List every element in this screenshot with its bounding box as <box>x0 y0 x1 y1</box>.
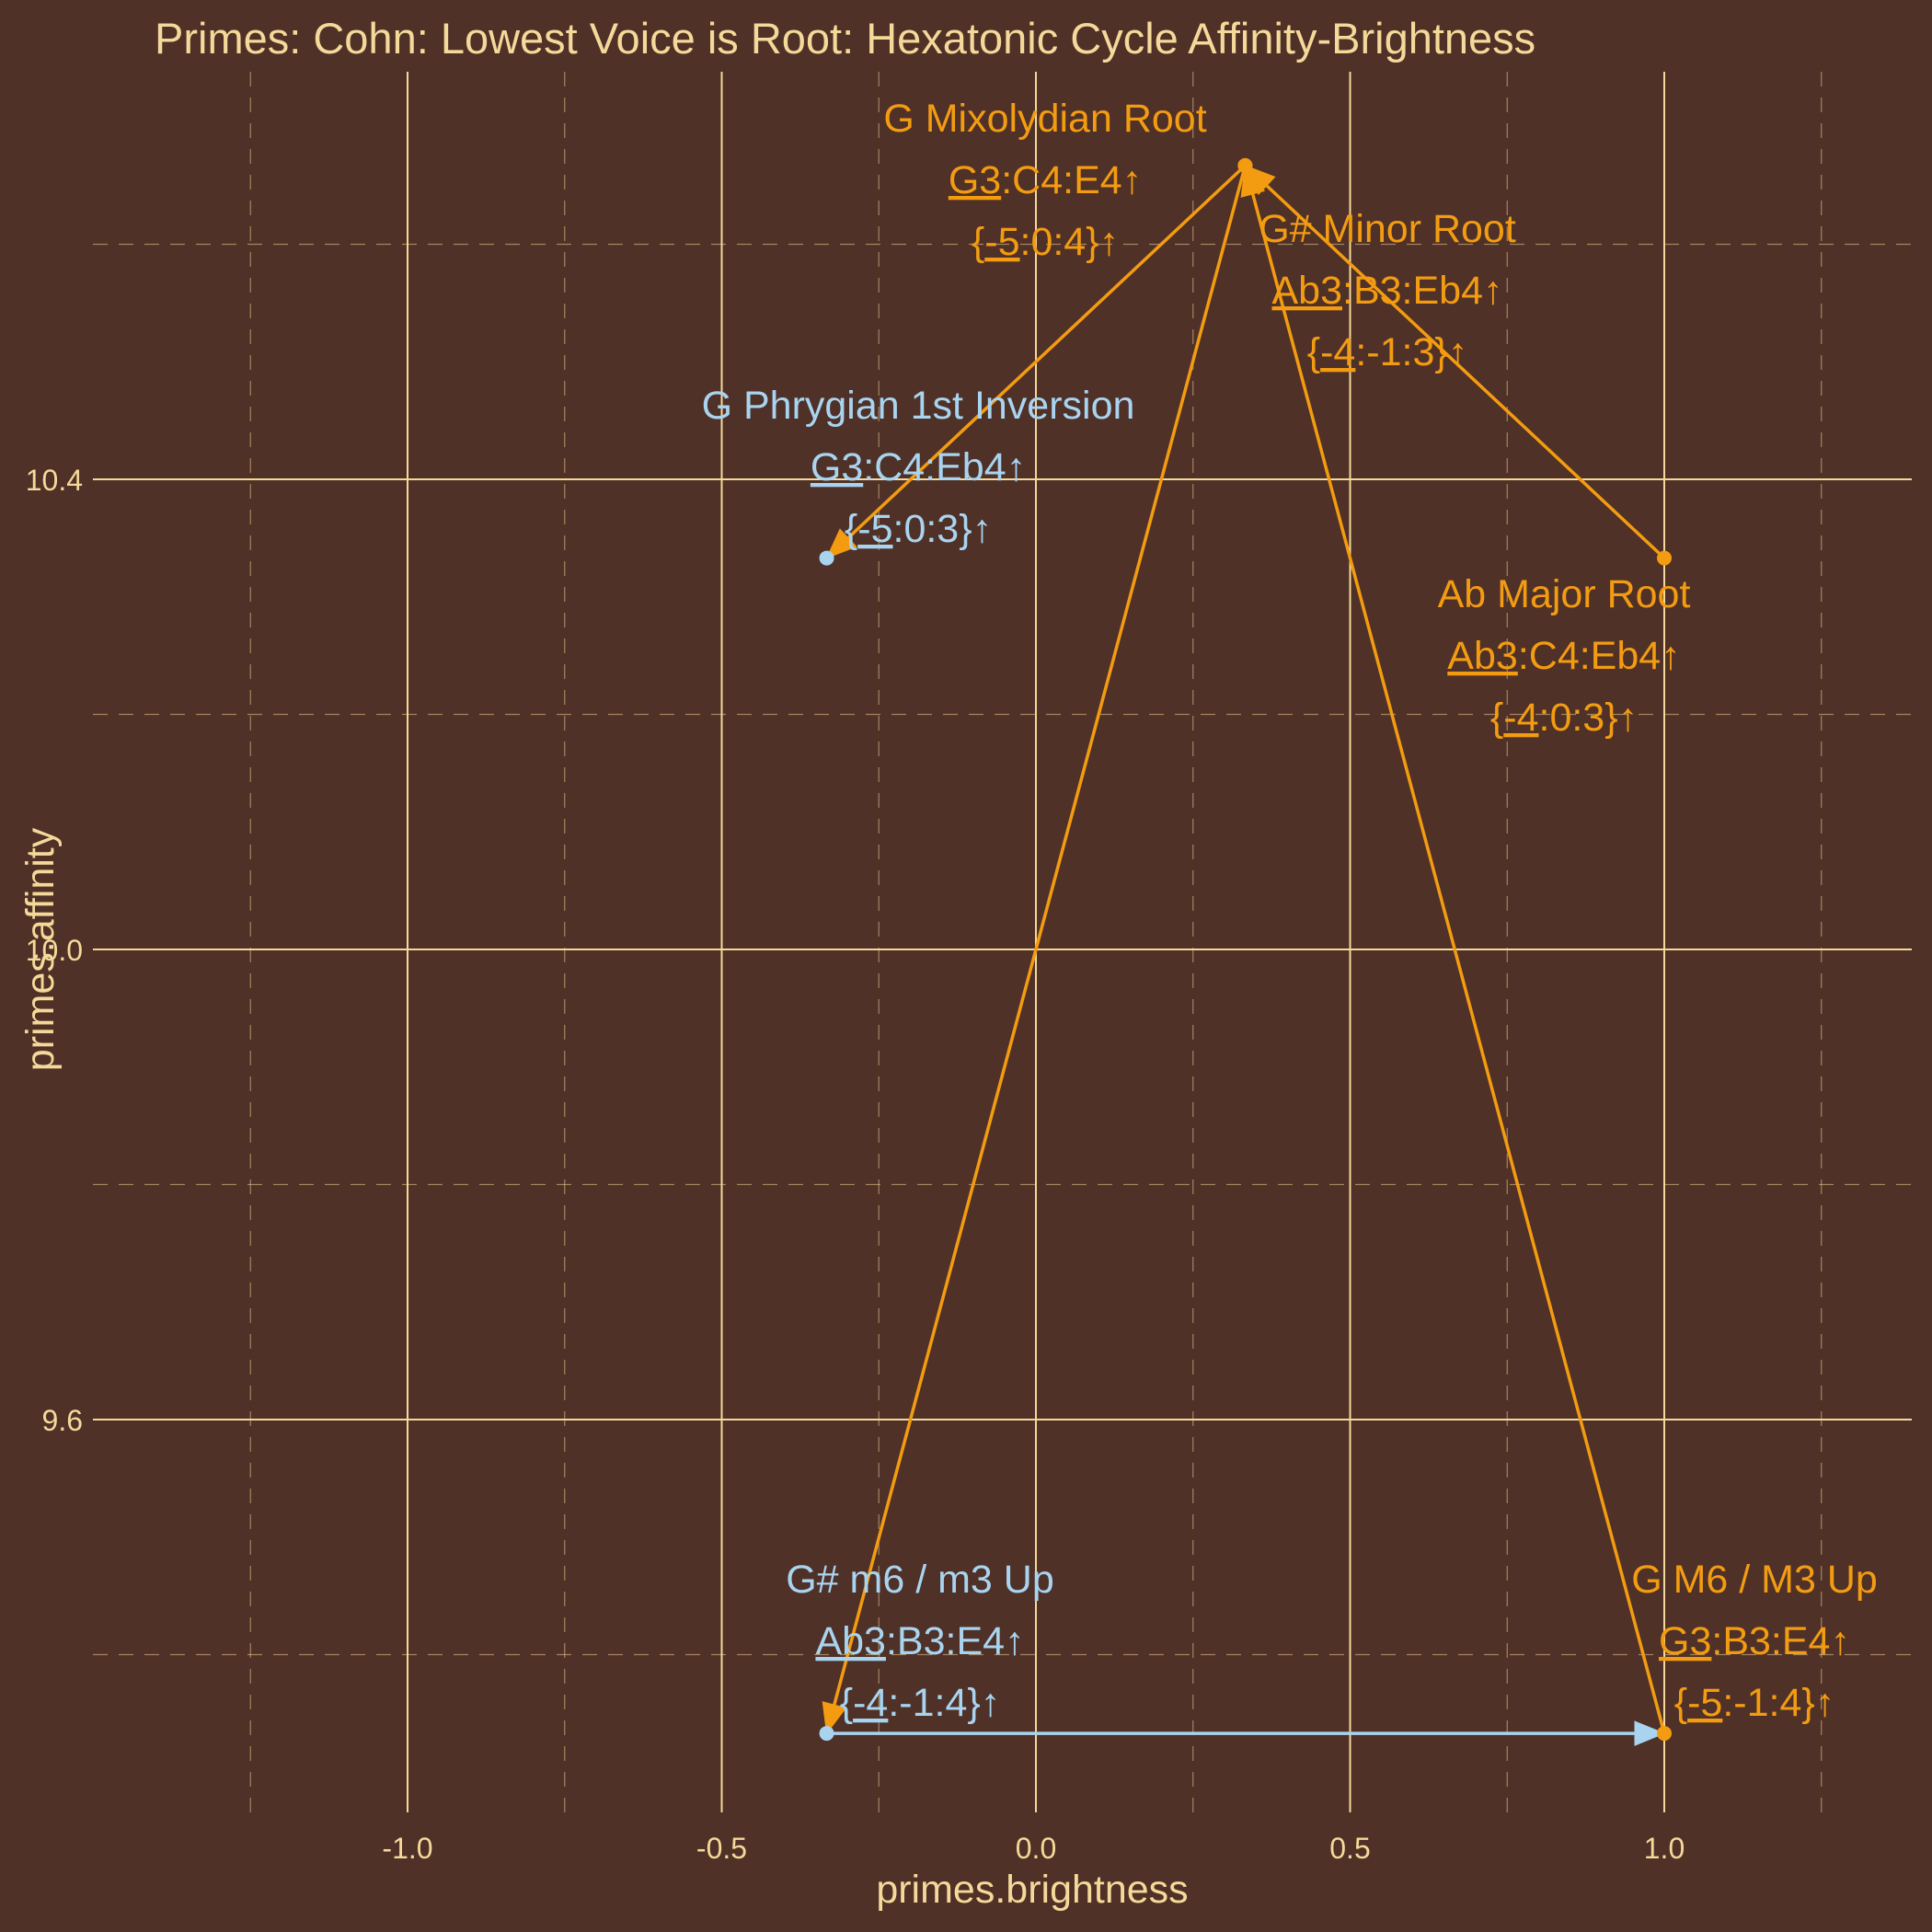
data-point-gsharp-m6-m3-up <box>819 1726 834 1742</box>
label-part: :-1:4}↑ <box>888 1681 1000 1725</box>
label-part: :B3:Eb4↑ <box>1342 269 1503 313</box>
underlined-root: Ab3 <box>815 1619 886 1663</box>
label-part: :C4:Eb4↑ <box>863 445 1026 489</box>
chart-title: Primes: Cohn: Lowest Voice is Root: Hexa… <box>155 14 1535 63</box>
point-label-line: {-4:-1:3}↑ <box>1307 330 1468 374</box>
point-label-line: Ab3:C4:Eb4↑ <box>1447 634 1680 678</box>
data-point-g-M6-M3-up <box>1657 1726 1672 1742</box>
edge-arrowhead <box>822 1701 847 1735</box>
label-part: :-1:4}↑ <box>1722 1681 1834 1725</box>
point-label-line: Ab3:B3:E4↑ <box>815 1619 1024 1663</box>
point-label-line: {-5:0:4}↑ <box>972 220 1119 264</box>
data-point-ab-major-root <box>1657 550 1672 566</box>
tick-labels: -1.0 -0.5 0.0 0.5 1.0 9.6 10.0 10.4 <box>26 464 1685 1865</box>
label-part: { <box>1490 696 1503 740</box>
grid <box>93 72 1912 1812</box>
point-label-line: {-5:-1:4}↑ <box>1674 1681 1835 1725</box>
underlined-root: -4 <box>1503 696 1538 740</box>
x-axis-label: primes.brightness <box>876 1868 1188 1912</box>
points <box>819 157 1672 1742</box>
y-tick-label: 9.6 <box>42 1404 83 1437</box>
label-part: :C4:Eb4↑ <box>1518 634 1681 678</box>
underlined-root: -4 <box>853 1681 888 1725</box>
point-label-line: Ab3:B3:Eb4↑ <box>1271 269 1502 313</box>
underlined-root: -5 <box>984 220 1019 264</box>
point-label-line: G# m6 / m3 Up <box>786 1558 1054 1602</box>
underlined-root: G3 <box>1659 1619 1711 1663</box>
edges <box>822 164 1666 1746</box>
edge-line <box>825 164 1247 559</box>
point-label-line: G3:B3:E4↑ <box>1659 1619 1850 1663</box>
edge-line <box>1243 165 1666 1734</box>
point-label-line: G3:C4:E4↑ <box>949 158 1142 202</box>
label-part: { <box>972 220 984 264</box>
underlined-root: Ab3 <box>1447 634 1518 678</box>
x-tick-label: -1.0 <box>382 1832 432 1865</box>
label-part: { <box>1307 330 1320 374</box>
underlined-root: -5 <box>857 507 892 551</box>
underlined-root: G3 <box>811 445 863 489</box>
label-part: :B3:E4↑ <box>886 1619 1025 1663</box>
data-point-gsharp-minor-root <box>1237 157 1253 173</box>
edge-arrowhead <box>1634 1720 1666 1746</box>
data-point-g-phrygian-1st-inversion <box>819 550 834 566</box>
x-tick-label: -0.5 <box>696 1832 747 1865</box>
y-axis-label: primes.affinity <box>18 827 63 1071</box>
edge-arrowhead <box>825 528 857 559</box>
edge-arrowhead <box>1240 164 1266 198</box>
label-part: :0:3}↑ <box>1539 696 1639 740</box>
point-label-line: G Mixolydian Root <box>883 97 1206 141</box>
point-label-line: G Phrygian 1st Inversion <box>702 384 1135 428</box>
label-part: { <box>845 507 857 551</box>
x-tick-label: 0.0 <box>1016 1832 1056 1865</box>
underlined-root: Ab3 <box>1271 269 1342 313</box>
underlined-root: -4 <box>1320 330 1355 374</box>
underlined-root: -5 <box>1687 1681 1722 1725</box>
x-tick-label: 0.5 <box>1329 1832 1370 1865</box>
label-part: :C4:E4↑ <box>1001 158 1142 202</box>
edge-line <box>824 165 1248 1734</box>
label-part: :0:3}↑ <box>893 507 993 551</box>
point-label-line: {-4:-1:4}↑ <box>840 1681 1001 1725</box>
x-tick-label: 1.0 <box>1644 1832 1685 1865</box>
y-tick-label: 10.4 <box>26 464 83 497</box>
point-label-line: {-5:0:3}↑ <box>845 507 992 551</box>
y-tick-label: 10.0 <box>26 934 83 967</box>
edge-line <box>1244 164 1666 559</box>
underlined-root: G3 <box>949 158 1001 202</box>
point-label-line: G3:C4:Eb4↑ <box>811 445 1026 489</box>
label-part: { <box>1674 1681 1687 1725</box>
point-label-line: G# Minor Root <box>1259 207 1516 251</box>
label-part: :0:4}↑ <box>1020 220 1120 264</box>
point-label-line: Ab Major Root <box>1438 572 1691 616</box>
label-part: { <box>840 1681 853 1725</box>
point-label-line: G M6 / M3 Up <box>1631 1558 1878 1602</box>
label-part: :B3:E4↑ <box>1711 1619 1850 1663</box>
label-part: :-1:3}↑ <box>1355 330 1467 374</box>
point-label-line: {-4:0:3}↑ <box>1490 696 1638 740</box>
